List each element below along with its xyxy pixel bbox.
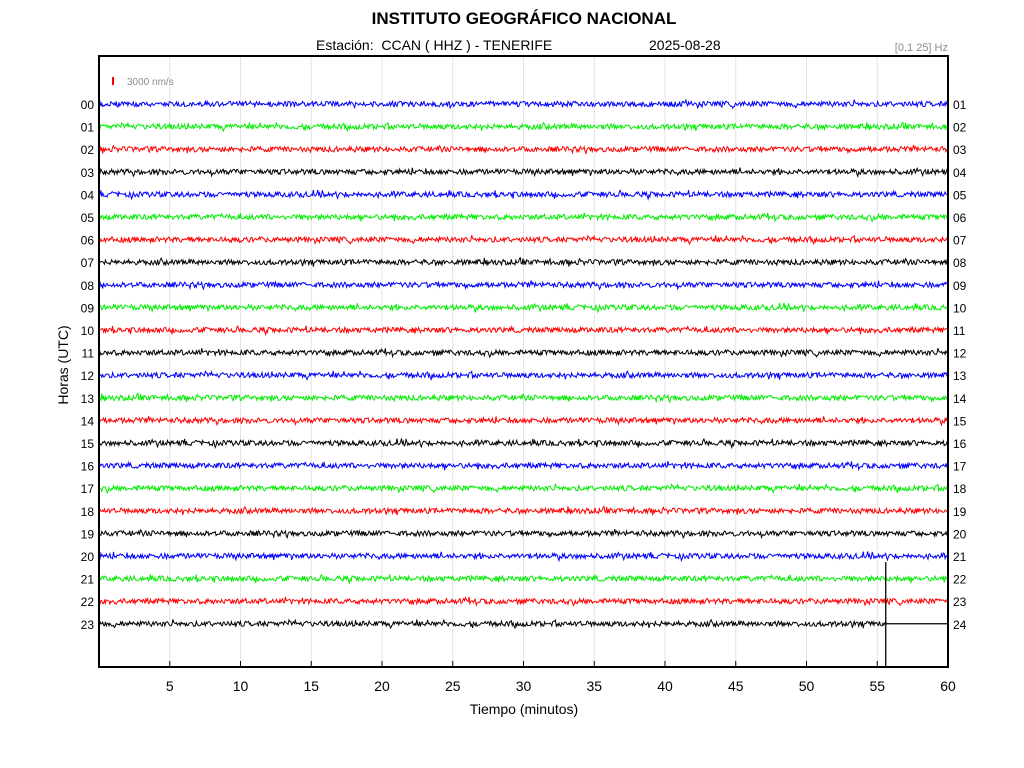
trace-hour-04 <box>98 189 949 201</box>
hour-label-left: 09 <box>81 301 95 315</box>
trace-hour-22 <box>98 596 949 607</box>
grid <box>169 56 949 667</box>
hour-label-right: 09 <box>953 279 967 293</box>
trace-hour-11 <box>98 347 949 359</box>
hour-label-left: 01 <box>81 121 95 135</box>
x-axis-label: Tiempo (minutos) <box>470 701 578 717</box>
hour-label-right: 23 <box>953 595 967 609</box>
hour-label-right: 07 <box>953 234 967 248</box>
trace-hour-19 <box>98 528 949 540</box>
trace-hour-06 <box>98 234 949 246</box>
trace-hour-18 <box>98 505 949 516</box>
trace-hour-15 <box>98 437 949 450</box>
trace-hour-07 <box>98 256 949 267</box>
hour-label-right: 17 <box>953 460 967 474</box>
trace-hour-05 <box>98 212 949 223</box>
hour-label-right: 02 <box>953 121 967 135</box>
hour-label-right: 16 <box>953 437 967 451</box>
hour-label-left: 19 <box>81 527 95 541</box>
trace-hour-16 <box>98 460 949 472</box>
date-label: 2025-08-28 <box>649 37 721 53</box>
hour-label-right: 01 <box>953 98 967 112</box>
hour-label-right: 19 <box>953 505 967 519</box>
x-tick-label: 15 <box>303 678 319 694</box>
hour-label-right: 04 <box>953 166 967 180</box>
hour-label-left: 17 <box>81 482 95 496</box>
hour-label-left: 11 <box>82 347 95 361</box>
hour-label-left: 03 <box>81 166 95 180</box>
y-axis-label: Horas (UTC) <box>55 325 71 404</box>
trace-hour-17 <box>98 482 949 494</box>
hour-label-right: 03 <box>953 143 967 157</box>
hour-label-right: 20 <box>953 527 967 541</box>
hour-label-right: 10 <box>953 301 967 315</box>
x-tick-label: 35 <box>586 678 602 694</box>
hour-label-right: 14 <box>953 392 967 406</box>
chart-title: INSTITUTO GEOGRÁFICO NACIONAL <box>371 9 677 28</box>
hour-label-left: 02 <box>81 143 95 157</box>
plot-frame <box>98 55 949 668</box>
hour-label-left: 21 <box>81 573 95 587</box>
hour-label-right: 21 <box>953 550 967 564</box>
x-tick-label: 55 <box>869 678 885 694</box>
hour-label-right: 11 <box>953 324 966 338</box>
hour-label-left: 00 <box>81 98 95 112</box>
scale-bar <box>112 77 114 85</box>
x-tick-label: 5 <box>166 678 174 694</box>
hour-label-left: 13 <box>81 392 95 406</box>
hour-label-left: 20 <box>81 550 95 564</box>
station-label: Estación: CCAN ( HHZ ) - TENERIFE <box>316 37 553 53</box>
trace-hour-02 <box>98 144 949 155</box>
hour-label-right: 22 <box>953 573 967 587</box>
hour-label-left: 15 <box>81 437 95 451</box>
hour-label-left: 23 <box>81 618 95 632</box>
x-tick-label: 60 <box>940 678 956 694</box>
hour-label-right: 24 <box>953 618 967 632</box>
x-tick-label: 25 <box>445 678 461 694</box>
label-group: 5 10 15 20 25 30 35 40 45 50 55 60 Tiempo (minutos) H… <box>55 77 967 717</box>
trace-hour-14 <box>98 415 949 427</box>
hour-label-left: 07 <box>81 256 95 270</box>
trace-hour-01 <box>98 121 949 133</box>
hour-label-right: 13 <box>953 369 967 383</box>
hour-label-left: 10 <box>81 324 95 338</box>
trace-hour-21 <box>98 573 949 586</box>
x-tick-label: 10 <box>233 678 249 694</box>
hour-label-right: 18 <box>953 482 967 496</box>
hour-label-left: 16 <box>81 460 95 474</box>
hour-label-right: 08 <box>953 256 967 270</box>
hour-label-left: 08 <box>81 279 95 293</box>
hour-label-left: 14 <box>81 414 95 428</box>
x-tick-label: 45 <box>728 678 744 694</box>
x-tick-label: 50 <box>799 678 815 694</box>
x-tick-label: 30 <box>516 678 532 694</box>
trace-hour-23 <box>98 618 948 630</box>
trace-hour-09 <box>98 302 949 314</box>
trace-hour-20 <box>98 551 949 563</box>
trace-hour-00 <box>98 98 949 110</box>
hour-label-left: 06 <box>81 234 95 248</box>
trace-hour-13 <box>98 392 949 404</box>
trace-hour-10 <box>98 324 949 337</box>
hour-label-left: 18 <box>81 505 95 519</box>
scale-label: 3000 nm/s <box>127 77 174 88</box>
x-tick-label: 20 <box>374 678 390 694</box>
hour-label-left: 12 <box>81 369 95 383</box>
trace-hour-03 <box>98 167 949 179</box>
hour-label-right: 12 <box>953 347 967 361</box>
trace-group <box>98 98 949 667</box>
hour-label-left: 05 <box>81 211 95 225</box>
hour-label-right: 15 <box>953 414 967 428</box>
hour-label-right: 05 <box>953 188 967 202</box>
trace-hour-12 <box>98 369 949 381</box>
x-tick-label: 40 <box>657 678 673 694</box>
hour-label-left: 04 <box>81 188 95 202</box>
filter-band-label: [0.1 25] Hz <box>894 42 948 54</box>
hour-label-right: 06 <box>953 211 967 225</box>
trace-hour-08 <box>98 280 949 291</box>
hour-label-left: 22 <box>81 595 95 609</box>
